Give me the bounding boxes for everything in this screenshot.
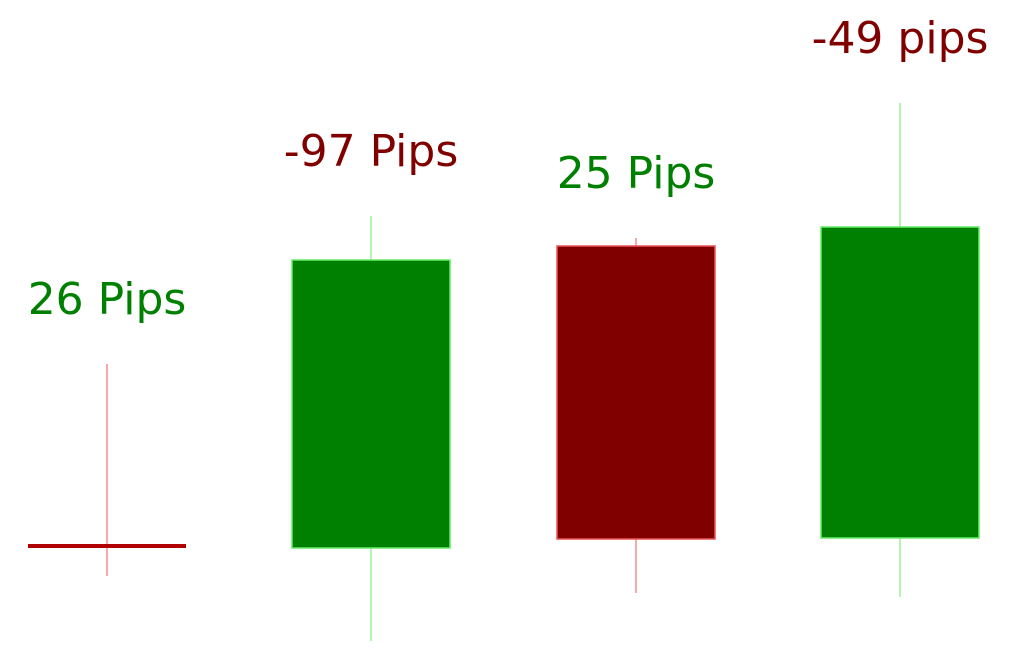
candle-label: 26 Pips [28, 274, 187, 325]
candle-body [291, 259, 451, 549]
candle-body [820, 226, 980, 539]
candle-label: -97 Pips [284, 126, 459, 177]
candle-label: -49 pips [812, 13, 989, 64]
candle-body [556, 245, 716, 540]
candle-label: 25 Pips [557, 148, 716, 199]
